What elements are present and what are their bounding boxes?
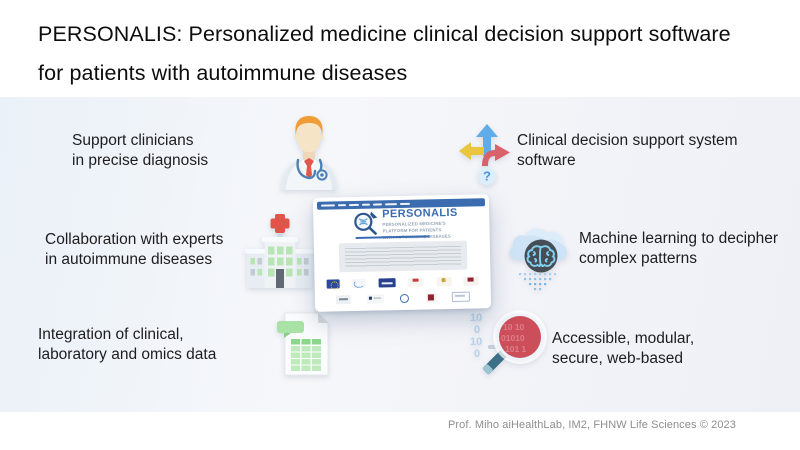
nav-menu-item xyxy=(372,203,382,206)
partner-logo-swirl xyxy=(351,278,367,289)
partner-logo-mark-text xyxy=(366,293,384,304)
nav-menu-item xyxy=(361,203,370,206)
hospital-icon xyxy=(243,212,317,293)
partner-logo-framed-blue xyxy=(451,291,471,302)
partner-logo-mark-darkred xyxy=(463,276,479,286)
nav-menu-item xyxy=(399,202,410,205)
feature-data-integration-label: Integration of clinical, laboratory and … xyxy=(38,326,217,364)
nav-menu-item xyxy=(320,204,336,207)
binary-digits: 01010 xyxy=(501,333,525,343)
footer-credit: Prof. Miho aiHealthLab, IM2, FHNW Life S… xyxy=(447,419,736,431)
feature-machine-learning-label: Machine learning to decipher complex pat… xyxy=(579,230,779,268)
cloud-brain-icon xyxy=(503,220,573,299)
website-intro-paragraph xyxy=(338,240,468,273)
binary-digits: 0 xyxy=(474,324,480,336)
decision-arrows-icon: ? xyxy=(456,122,518,193)
partner-logo-mark-red xyxy=(407,277,424,287)
partner-logos-row1 xyxy=(326,275,479,289)
website-logo: PERSONALIS PERSONALIZED MEDICINE'S PLATF… xyxy=(351,207,478,249)
dna-magnifier-logo-icon xyxy=(351,209,380,243)
partner-logo-mark-gold xyxy=(436,276,452,287)
question-mark: ? xyxy=(483,169,491,184)
feature-cdss-label: Clinical decision support system softwar… xyxy=(517,132,738,170)
binary-digits: 10 xyxy=(470,312,482,324)
website-screenshot: PERSONALIS PERSONALIZED MEDICINE'S PLATF… xyxy=(312,194,492,312)
feature-support-clinicians-label: Support clinicians in precise diagnosis xyxy=(72,132,209,170)
binary-digits: 10 xyxy=(470,336,482,348)
partner-logo-square-darkred xyxy=(425,292,437,303)
website-subtitle: PERSONALIZED MEDICINE'S PLATFORM FOR PAT… xyxy=(382,221,451,240)
binary-digits: 0 xyxy=(474,348,480,360)
nav-menu-item xyxy=(348,203,360,206)
partner-logo-mark-gray xyxy=(335,294,352,304)
nav-menu-item xyxy=(337,204,347,207)
partner-logo-eu-flag xyxy=(326,279,340,289)
page-title: PERSONALIS: Personalized medicine clinic… xyxy=(38,22,731,85)
spreadsheet-icon xyxy=(277,310,335,383)
magnifier-binary-icon: 10 0 10 0 10 10 01010 101 1 xyxy=(466,303,552,390)
partner-logo-circle-blue xyxy=(399,293,410,302)
doctor-icon xyxy=(278,112,340,195)
website-title: PERSONALIS xyxy=(382,206,458,221)
nav-menu-item xyxy=(384,203,397,206)
feature-accessibility-label: Accessible, modular, secure, web-based xyxy=(552,330,695,368)
feature-collaboration-label: Collaboration with experts in autoimmune… xyxy=(45,231,224,269)
partner-logos-row2 xyxy=(335,291,471,305)
binary-digits: 10 10 xyxy=(503,322,525,332)
binary-digits: 101 1 xyxy=(505,344,527,354)
partner-logo-grand-est xyxy=(378,278,396,288)
